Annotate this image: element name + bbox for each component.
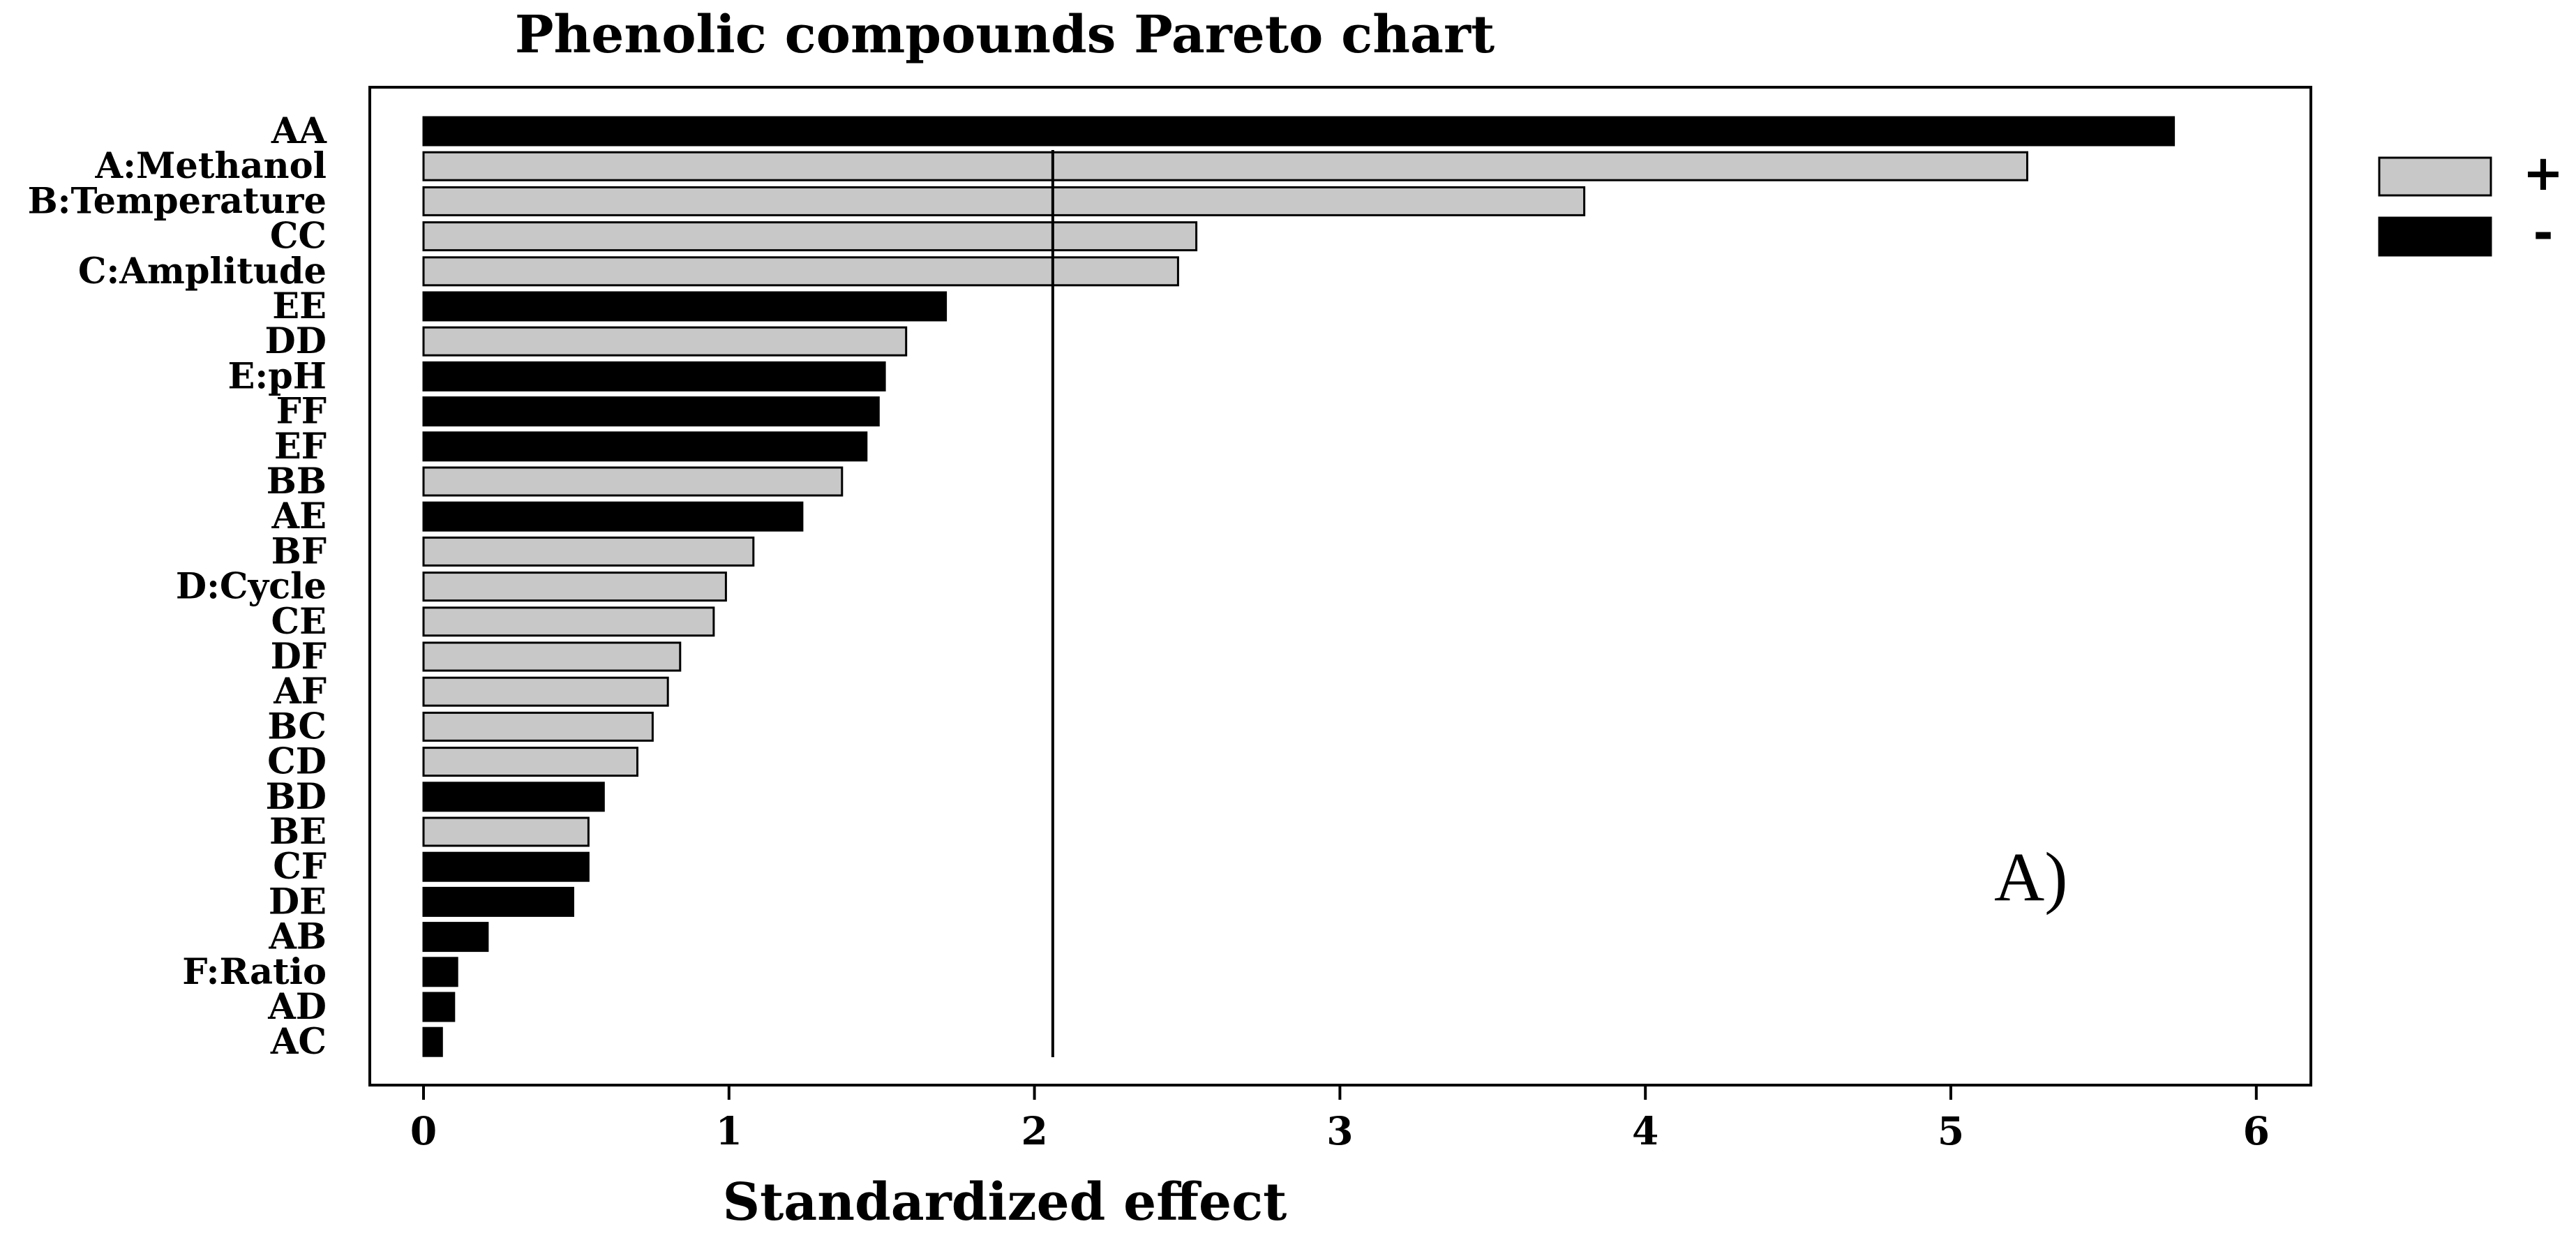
bar-ac [422, 1026, 443, 1057]
plot-frame [368, 86, 2312, 1087]
bar-ad [422, 992, 456, 1022]
category-label: BC [267, 705, 327, 747]
legend-swatch-positive [2378, 156, 2492, 197]
x-tick-label: 5 [1938, 1108, 1964, 1153]
x-tick-label: 3 [1326, 1108, 1353, 1153]
category-label: EF [274, 426, 327, 468]
category-label: CE [271, 601, 327, 643]
x-axis-label: Standardized effect [723, 1172, 1287, 1232]
bar-ae [422, 501, 804, 532]
category-label: AA [271, 110, 328, 152]
x-tick-label: 6 [2243, 1108, 2270, 1153]
x-tick-label: 2 [1021, 1108, 1047, 1153]
bar-de [422, 886, 574, 917]
category-label: FF [276, 391, 327, 433]
category-label: BF [271, 530, 327, 572]
chart-title: Phenolic compounds Pareto chart [515, 5, 1495, 65]
bar-af [422, 676, 669, 707]
x-tick-label: 0 [410, 1108, 437, 1153]
category-label: AB [268, 916, 327, 958]
panel-annotation: A) [1994, 838, 2068, 916]
category-label: B:Temperature [28, 180, 327, 222]
category-label: F:Ratio [182, 951, 327, 993]
legend-swatch-negative [2378, 216, 2492, 257]
bar-d-cycle [422, 572, 727, 602]
bar-cf [422, 851, 590, 882]
category-label: EE [272, 285, 327, 327]
bar-a-methanol [422, 151, 2028, 181]
category-label: CF [273, 846, 327, 888]
category-label: CD [267, 741, 327, 783]
category-label: A:Methanol [95, 145, 327, 187]
bar-f-ratio [422, 957, 458, 987]
bar-c-amplitude [422, 256, 1179, 287]
bar-bf [422, 536, 755, 567]
bar-df [422, 641, 682, 672]
legend: +- [2378, 144, 2564, 262]
category-label: DD [265, 320, 327, 362]
bar-bb [422, 466, 844, 497]
x-axis-ticks: 0 1 2 3 4 5 6 [410, 1086, 2270, 1153]
category-label: E:pH [227, 355, 327, 397]
bar-be [422, 816, 590, 847]
category-label: BB [267, 461, 327, 502]
category-label: AC [270, 1021, 327, 1063]
category-label: BE [269, 811, 327, 853]
bar-ab [422, 922, 489, 953]
category-label: AE [271, 495, 327, 537]
category-label: D:Cycle [176, 566, 327, 608]
bar-ce [422, 606, 715, 637]
bar-dd [422, 326, 908, 357]
category-label: AD [267, 986, 327, 1028]
category-label: BD [266, 776, 327, 818]
category-label: DE [269, 881, 327, 923]
legend-label-positive: + [2523, 144, 2564, 202]
bar-cc [422, 221, 1198, 252]
bars-group [422, 116, 2176, 1057]
bar-aa [422, 116, 2176, 147]
bar-cd [422, 747, 638, 777]
bar-ff [422, 396, 880, 427]
bar-e-ph [422, 361, 886, 391]
category-label: C:Amplitude [78, 251, 327, 292]
category-labels: AAA:MethanolB:TemperatureCCC:AmplitudeEE… [28, 110, 328, 1063]
legend-label-negative: - [2533, 204, 2553, 262]
category-label: DF [271, 636, 327, 678]
category-label: CC [270, 216, 327, 257]
bar-bc [422, 711, 654, 742]
bar-bd [422, 782, 605, 812]
bar-ef [422, 431, 868, 462]
category-label: AF [273, 671, 327, 712]
bar-b-temperature [422, 186, 1586, 216]
x-tick-label: 4 [1632, 1108, 1658, 1153]
bar-ee [422, 291, 948, 322]
x-tick-label: 1 [716, 1108, 742, 1153]
